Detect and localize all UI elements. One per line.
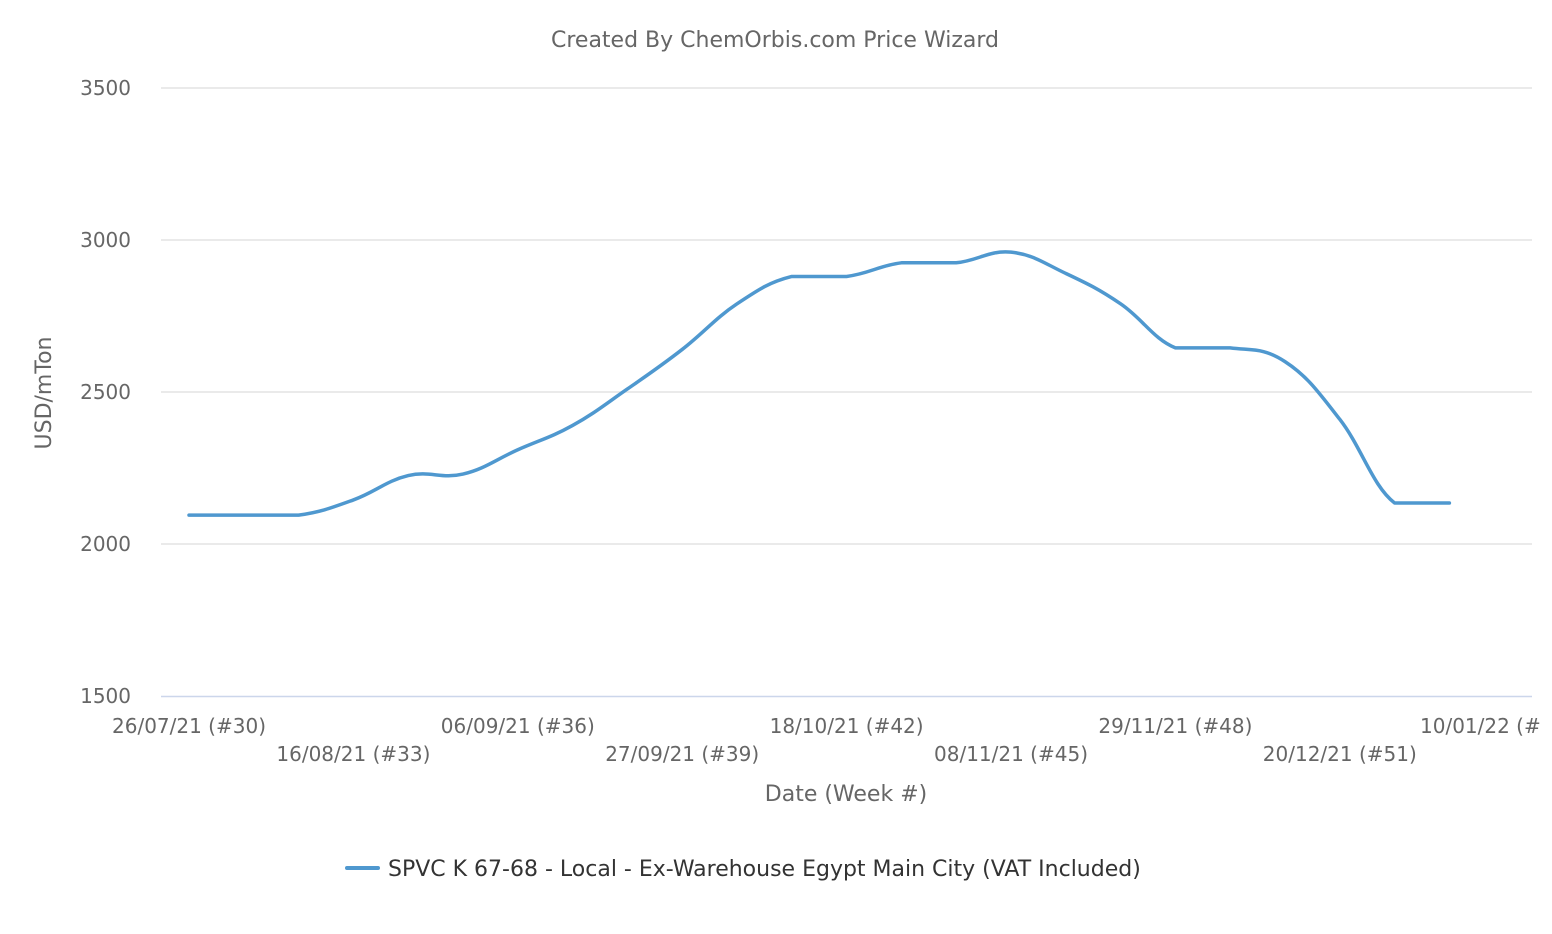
x-axis-ticks: 26/07/21 (#30) 16/08/21 (#33) 06/09/21 (#3…	[112, 714, 1541, 766]
series-line[interactable]	[187, 250, 1452, 517]
series-lines	[187, 250, 1452, 517]
x-tick-label: 29/11/21 (#48)	[1098, 714, 1252, 738]
x-tick-label: 06/09/21 (#36)	[441, 714, 595, 738]
y-tick-label: 3000	[80, 228, 131, 252]
y-tick-label: 3500	[80, 76, 131, 100]
legend-label[interactable]: SPVC K 67-68 - Local - Ex-Warehouse Egyp…	[388, 857, 1141, 882]
x-tick-label: 10/01/22 (#	[1420, 714, 1541, 738]
y-tick-label: 1500	[80, 684, 131, 708]
y-tick-label: 2500	[80, 380, 131, 404]
x-tick-label: 27/09/21 (#39)	[605, 742, 759, 766]
x-tick-label: 20/12/21 (#51)	[1263, 742, 1417, 766]
x-tick-label: 26/07/21 (#30)	[112, 714, 266, 738]
chart-title: Created By ChemOrbis.com Price Wizard	[551, 28, 999, 53]
grid-lines	[161, 87, 1532, 545]
x-tick-label: 16/08/21 (#33)	[276, 742, 430, 766]
x-axis-title: Date (Week #)	[765, 782, 927, 807]
y-tick-label: 2000	[80, 532, 131, 556]
legend[interactable]: SPVC K 67-68 - Local - Ex-Warehouse Egyp…	[345, 857, 1141, 882]
x-tick-label: 08/11/21 (#45)	[934, 742, 1088, 766]
x-tick-label: 18/10/21 (#42)	[770, 714, 924, 738]
y-axis-title: USD/mTon	[32, 337, 57, 450]
y-axis-ticks: 1500 2000 2500 3000 3500	[80, 76, 131, 708]
